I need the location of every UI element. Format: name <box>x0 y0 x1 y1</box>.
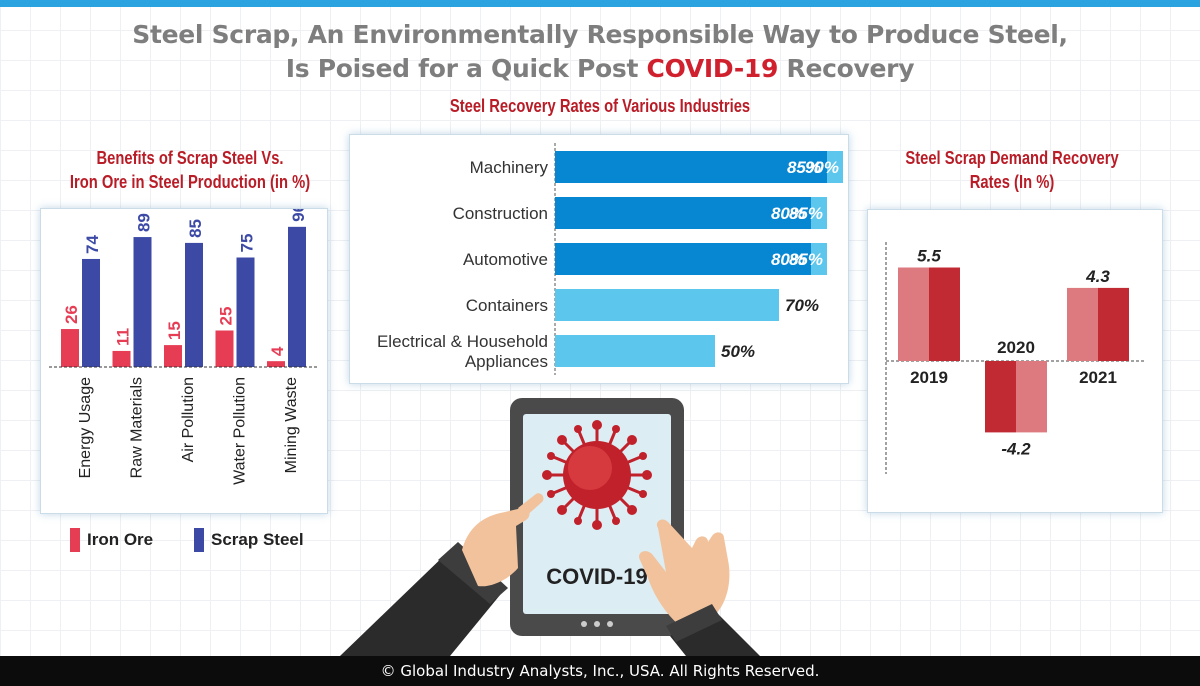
benefits-value-label: 75 <box>238 234 257 253</box>
recovery-bar-current <box>555 197 811 229</box>
title-line-2-post: Recovery <box>786 54 915 83</box>
demand-title-line-1: Steel Scrap Demand Recovery <box>905 148 1119 168</box>
title-line-2-pre: Is Poised for a Quick Post <box>285 54 639 83</box>
demand-bar-left-half <box>985 361 1016 433</box>
virus-icon <box>542 420 652 530</box>
title-highlight-covid: COVID-19 <box>646 54 779 83</box>
tablet-dot-2 <box>594 621 600 627</box>
demand-bar-right-half <box>1098 287 1129 361</box>
tablet-dot-1 <box>581 621 587 627</box>
legend-swatch-scrap-steel <box>194 528 204 552</box>
recovery-rates-chart-panel: 85% 90% Machinery 80% 85% Construction 80% 85% A… <box>349 134 849 384</box>
benefits-bar-iron-ore <box>112 350 131 367</box>
demand-chart-panel: 5.5 2019 -4.2 2020 4.3 2021 <box>867 209 1163 513</box>
demand-chart-title: Steel Scrap Demand Recovery Rates (In %) <box>889 146 1135 194</box>
benefits-chart-title: Benefits of Scrap Steel Vs. Iron Ore in … <box>51 146 330 194</box>
benefits-value-label: 26 <box>62 305 81 324</box>
benefits-category-label: Mining Waste <box>283 377 300 473</box>
footer-copyright: © Global Industry Analysts, Inc., USA. A… <box>0 656 1200 686</box>
title-line-1: Steel Scrap, An Environmentally Responsi… <box>132 20 1068 49</box>
demand-value-label: -4.2 <box>1001 439 1031 458</box>
benefits-category-label: Energy Usage <box>77 377 94 478</box>
left-hand <box>462 507 530 587</box>
demand-category-label: 2019 <box>910 368 948 387</box>
demand-bar-right-half <box>1016 361 1047 433</box>
recovery-category-label: Machinery <box>470 158 549 177</box>
benefits-bar-scrap-steel <box>236 257 255 367</box>
benefits-value-label: 11 <box>114 328 133 346</box>
benefits-legend: Iron Ore Scrap Steel <box>70 528 330 552</box>
right-cuff <box>666 604 722 642</box>
recovery-rates-chart: 85%90%Machinery80%85%Construction80%85%A… <box>377 143 843 375</box>
benefits-value-label: 89 <box>135 213 154 232</box>
benefits-bar-iron-ore <box>267 361 285 367</box>
recovery-bar-current <box>555 151 827 183</box>
title-line-2: Is Poised for a Quick Post COVID-19 Reco… <box>0 52 1200 86</box>
demand-value-label: 5.5 <box>917 247 941 266</box>
benefits-value-label: 74 <box>83 235 102 254</box>
tablet-illustration: COVID-19 <box>340 398 760 656</box>
demand-bar-right-half <box>929 267 960 361</box>
recovery-value-label: 90% <box>805 158 839 177</box>
benefits-title-line-1: Benefits of Scrap Steel Vs. <box>96 148 284 168</box>
recovery-category-label: Automotive <box>463 250 548 269</box>
benefits-bar-scrap-steel <box>185 242 203 367</box>
demand-bar-left-half <box>898 267 929 361</box>
recovery-value-label: 80% <box>771 204 805 223</box>
legend-label-iron-ore: Iron Ore <box>87 530 154 549</box>
recovery-value-label: 50% <box>721 342 755 361</box>
benefits-value-label: 25 <box>217 307 236 326</box>
right-sleeve <box>670 612 760 656</box>
recovery-category-label: Appliances <box>465 352 548 371</box>
demand-category-label: 2021 <box>1079 368 1117 387</box>
benefits-value-label: 85 <box>186 219 205 238</box>
legend-swatch-iron-ore <box>70 528 80 552</box>
recovery-value-label: 85% <box>787 158 821 177</box>
recovery-category-label: Construction <box>453 204 548 223</box>
benefits-bar-iron-ore <box>164 345 182 367</box>
demand-title-line-2: Rates (In %) <box>969 172 1055 192</box>
right-hand-pointing <box>639 519 730 626</box>
benefits-bar-iron-ore <box>61 329 79 367</box>
benefits-category-label: Air Pollution <box>180 377 197 462</box>
recovery-rates-chart-title: Steel Recovery Rates of Various Industri… <box>449 96 751 116</box>
benefits-bar-scrap-steel <box>82 258 100 367</box>
benefits-value-label: 15 <box>165 321 184 340</box>
benefits-bar-iron-ore <box>215 330 234 367</box>
recovery-bar-current <box>555 243 811 275</box>
tablet-dot-3 <box>607 621 613 627</box>
legend-label-scrap-steel: Scrap Steel <box>211 530 304 549</box>
benefits-value-label: 96 <box>289 209 308 222</box>
benefits-bar-scrap-steel <box>288 226 306 367</box>
benefits-title-line-2: Iron Ore in Steel Production (in %) <box>69 172 311 192</box>
recovery-category-label: Containers <box>466 296 548 315</box>
left-thumb <box>518 493 544 518</box>
benefits-chart: 26 74 Energy Usage 11 89 Raw Materials 15 85 Air… <box>49 203 319 485</box>
tablet-label: COVID-19 <box>546 564 647 589</box>
recovery-value-label: 70% <box>785 296 819 315</box>
benefits-category-label: Raw Materials <box>129 377 146 478</box>
benefits-value-label: 4 <box>268 346 287 356</box>
recovery-bar <box>555 335 715 367</box>
demand-bar-left-half <box>1067 287 1098 361</box>
recovery-value-label: 85% <box>789 250 823 269</box>
demand-chart: 5.5 2019 -4.2 2020 4.3 2021 <box>885 242 1144 474</box>
benefits-chart-panel: 26 74 Energy Usage 11 89 Raw Materials 15 85 Air… <box>40 203 328 514</box>
recovery-bar <box>555 289 779 321</box>
recovery-category-label: Electrical & Household <box>377 332 548 351</box>
recovery-value-label: 80% <box>771 250 805 269</box>
benefits-category-label: Water Pollution <box>232 377 249 485</box>
top-accent-bar <box>0 0 1200 7</box>
demand-category-label: 2020 <box>997 338 1035 357</box>
recovery-value-label: 85% <box>789 204 823 223</box>
page-title: Steel Scrap, An Environmentally Responsi… <box>0 18 1200 86</box>
benefits-bar-scrap-steel <box>133 237 152 367</box>
demand-value-label: 4.3 <box>1085 267 1110 286</box>
